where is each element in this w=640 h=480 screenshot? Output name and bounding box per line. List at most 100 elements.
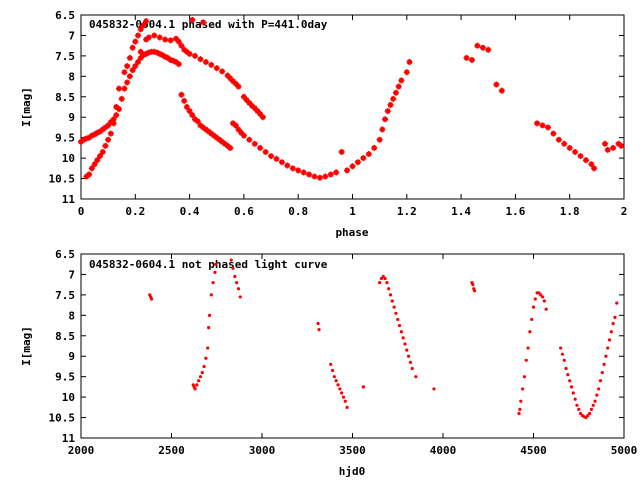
data-point	[257, 110, 264, 117]
data-point	[86, 134, 93, 141]
data-point	[214, 262, 218, 266]
data-point	[154, 49, 161, 56]
axis-ticks: 2000 2500 3000 3500 4000 4500 5000 6.5 7 7.5 8 8.5 9…	[49, 248, 638, 457]
data-point	[233, 274, 237, 279]
data-point	[91, 131, 98, 138]
chart-title: 045832-0604.1 phased with P=441.0day	[89, 18, 328, 31]
data-point	[202, 126, 209, 133]
y-tick-label: 11	[62, 193, 76, 206]
data-point	[522, 375, 527, 379]
data-point	[129, 44, 136, 51]
data-points	[78, 16, 625, 181]
data-point	[593, 399, 597, 403]
data-point	[230, 78, 237, 85]
data-point	[578, 411, 583, 416]
data-point	[539, 293, 543, 297]
data-point	[317, 328, 321, 332]
data-point	[537, 291, 541, 295]
data-point	[162, 36, 169, 43]
data-point	[83, 173, 90, 180]
data-point	[526, 346, 530, 350]
data-point	[338, 148, 345, 155]
data-point	[216, 136, 223, 143]
data-point	[584, 415, 588, 420]
data-point	[383, 276, 387, 281]
data-point	[189, 112, 196, 119]
data-point	[575, 403, 579, 407]
data-point	[102, 142, 109, 149]
data-point	[517, 411, 521, 416]
data-point	[227, 75, 234, 82]
data-point	[189, 16, 196, 23]
data-point	[105, 122, 112, 129]
data-point	[209, 293, 213, 297]
data-point	[224, 72, 231, 79]
data-point	[230, 120, 237, 127]
y-axis-label: I[mag]	[20, 87, 33, 127]
y-tick-label: 8	[68, 70, 75, 83]
data-point	[257, 144, 264, 151]
unphased-light-curve-panel: 045832-0604.1 not phased light curve hjd…	[20, 248, 637, 478]
data-point	[192, 52, 199, 59]
data-point	[385, 281, 389, 285]
data-point	[238, 295, 242, 299]
y-tick-label: 10	[62, 391, 75, 404]
data-point	[116, 85, 123, 92]
data-point	[432, 387, 436, 391]
data-point	[178, 42, 185, 49]
x-tick-label: 4500	[520, 444, 547, 457]
data-point	[322, 173, 329, 180]
data-point	[231, 266, 235, 270]
data-point	[618, 142, 625, 149]
data-point	[406, 59, 413, 66]
data-point	[151, 32, 158, 39]
data-point	[124, 79, 131, 86]
data-point	[110, 116, 117, 123]
data-point	[175, 61, 182, 68]
data-point	[519, 399, 523, 403]
data-point	[229, 258, 233, 262]
x-tick-label: 1.6	[505, 205, 525, 218]
data-point	[295, 167, 302, 174]
data-point	[88, 132, 95, 139]
data-point	[219, 138, 226, 145]
data-point	[598, 379, 603, 383]
data-point	[606, 346, 610, 350]
data-point	[518, 407, 522, 411]
data-point	[569, 385, 574, 389]
data-point	[332, 375, 336, 379]
data-point	[566, 373, 570, 377]
data-point	[195, 383, 199, 387]
data-point	[232, 122, 239, 129]
data-point	[178, 91, 185, 98]
data-point	[561, 140, 568, 147]
data-point	[528, 330, 532, 334]
data-point	[330, 368, 335, 373]
data-point	[238, 129, 245, 136]
data-point	[493, 81, 500, 88]
data-point	[200, 370, 204, 375]
x-tick-label: 5000	[611, 444, 638, 457]
y-tick-label: 8.5	[55, 91, 75, 104]
data-point	[246, 136, 253, 143]
data-point	[311, 173, 318, 180]
data-point	[113, 104, 120, 110]
x-tick-label: 0	[78, 205, 85, 218]
data-point	[137, 54, 144, 61]
data-point	[381, 274, 385, 279]
data-point	[559, 346, 563, 350]
data-point	[167, 56, 174, 63]
data-point	[200, 19, 207, 26]
data-point	[99, 148, 106, 155]
data-point	[202, 364, 206, 369]
data-point	[204, 356, 208, 360]
data-point	[135, 32, 142, 39]
data-point	[143, 18, 150, 25]
data-point	[200, 124, 207, 131]
data-point	[401, 336, 405, 340]
data-point	[88, 165, 95, 172]
y-tick-label: 8	[68, 309, 75, 322]
data-point	[577, 153, 584, 160]
y-tick-label: 7.5	[55, 289, 75, 302]
data-point	[300, 169, 307, 176]
